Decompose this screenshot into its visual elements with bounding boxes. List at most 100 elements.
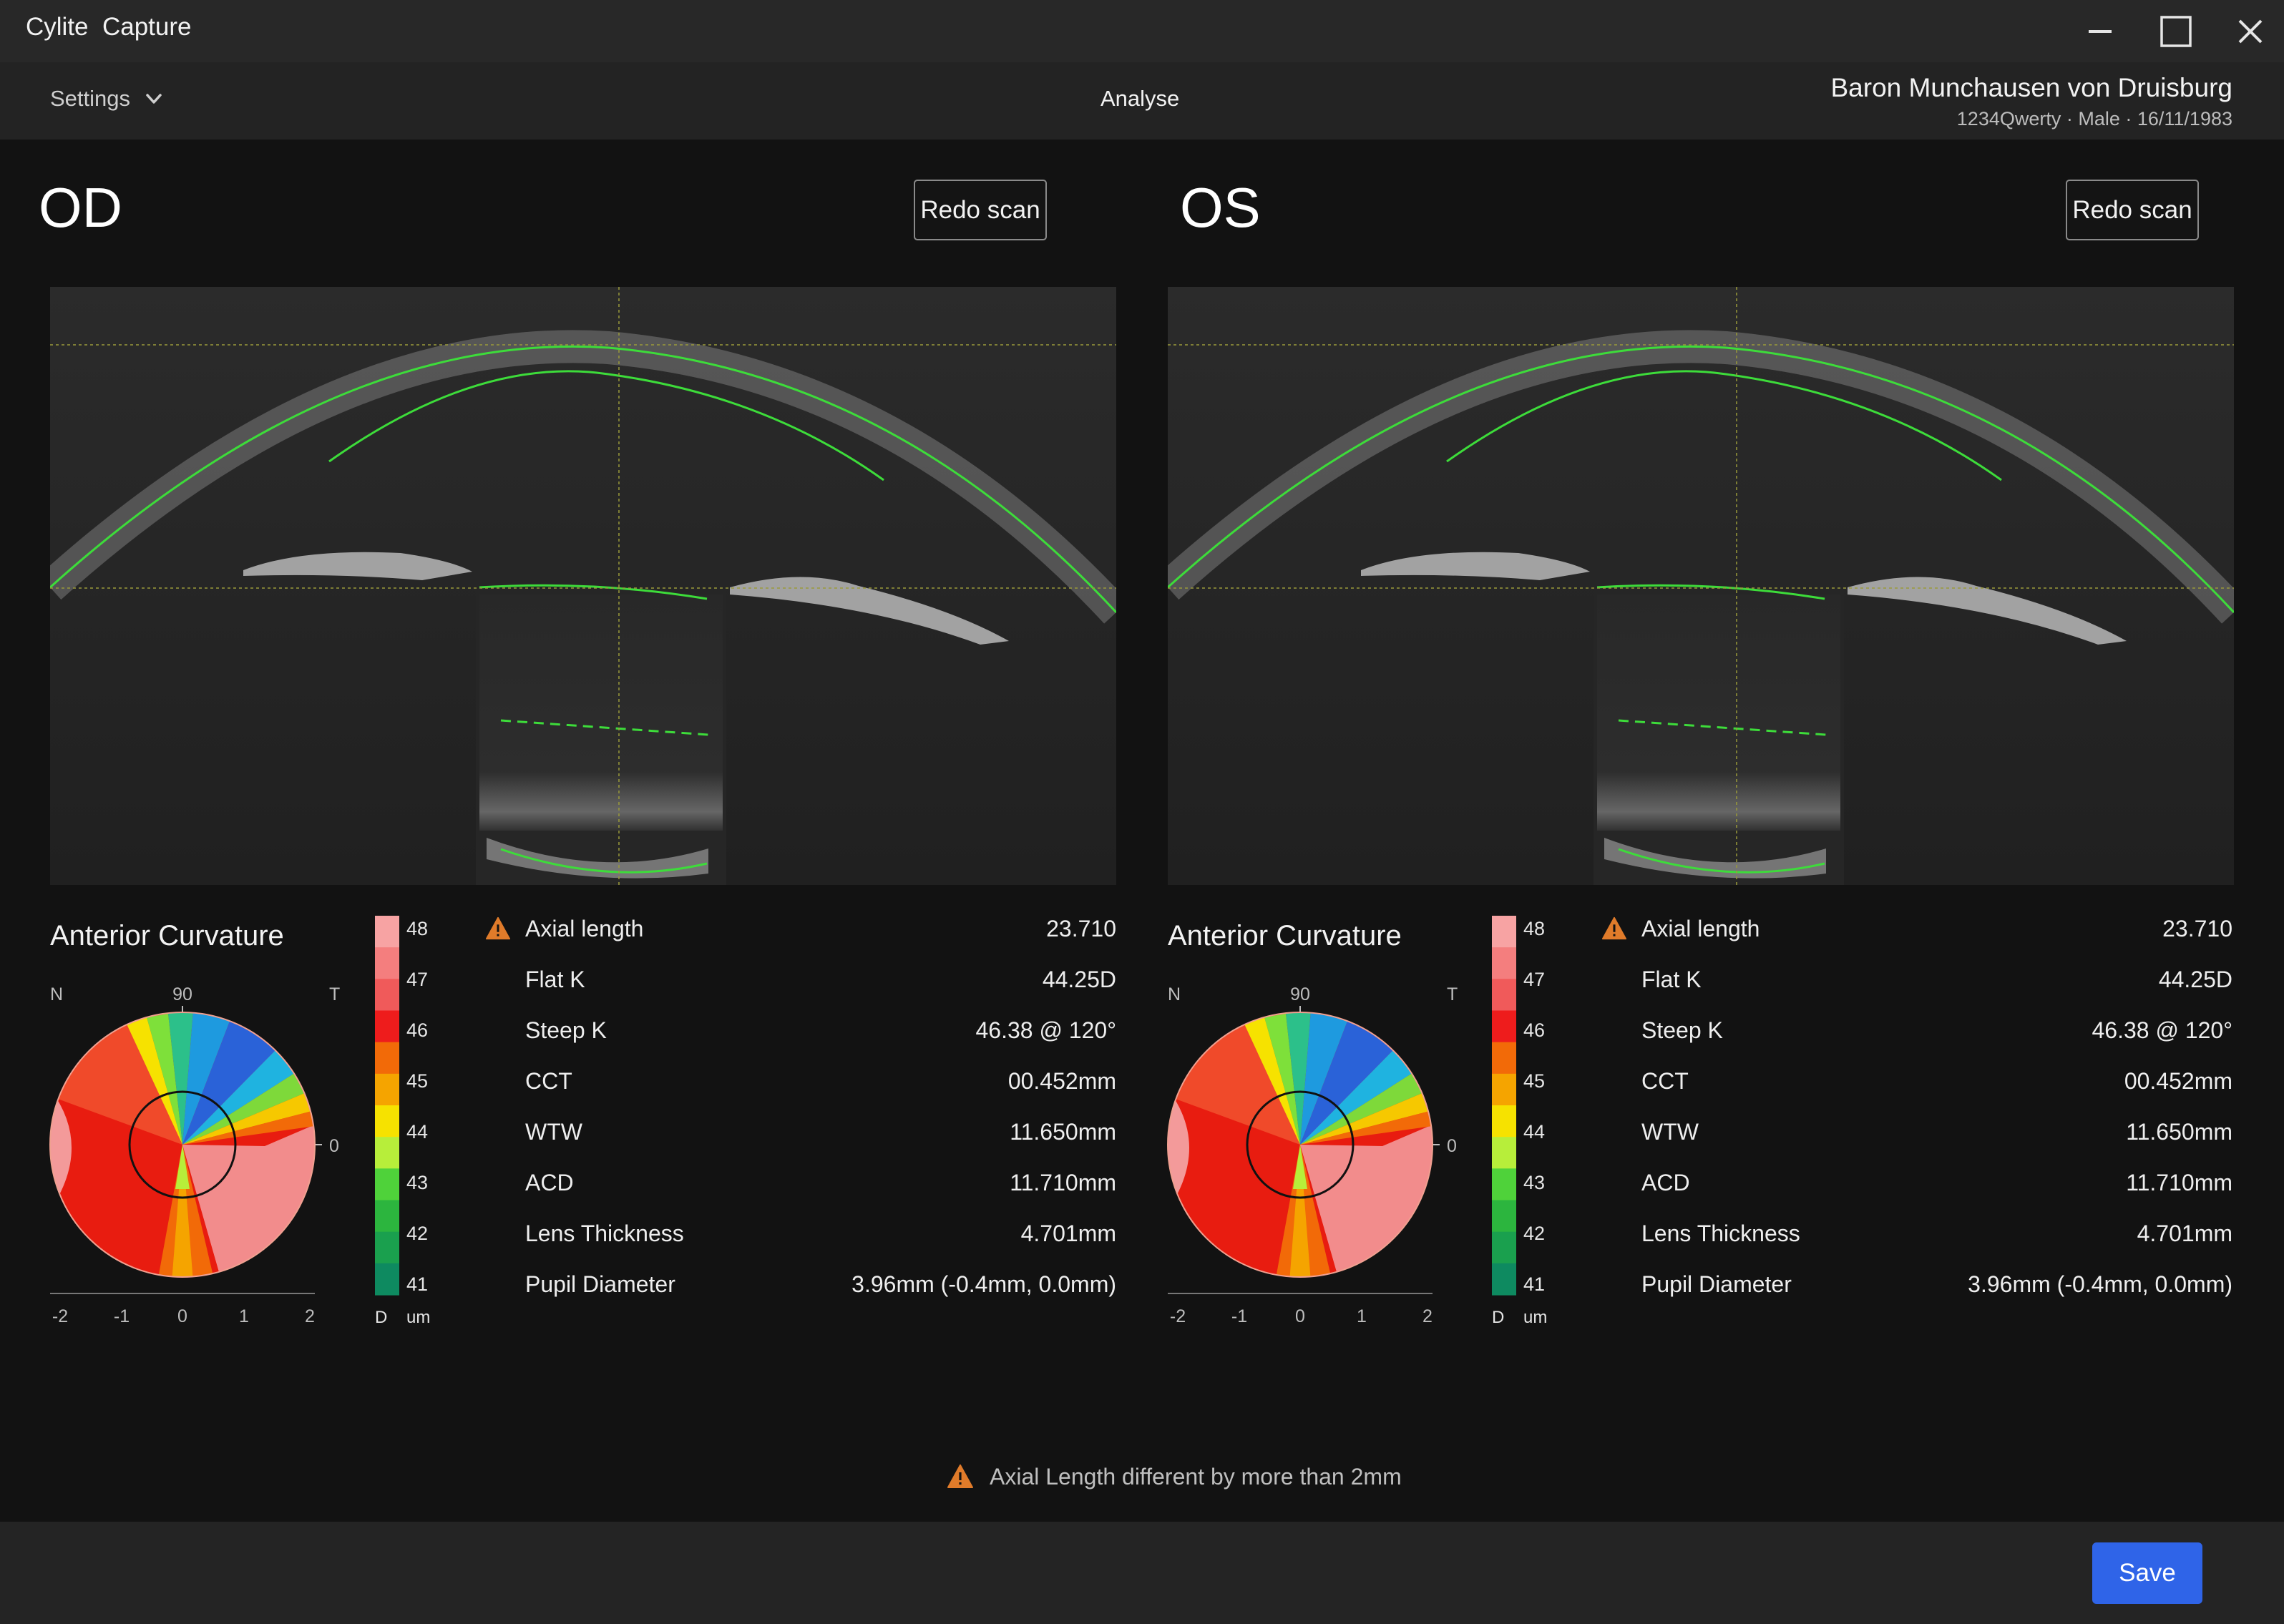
svg-text:41: 41 [1523, 1273, 1545, 1295]
metric-row: WTW 11.650mm [485, 1119, 1116, 1170]
scale-swatch [1492, 979, 1516, 1012]
save-button[interactable]: Save [2092, 1542, 2202, 1604]
warning-triangle-icon [1601, 916, 1627, 940]
metric-row: ACD 11.710mm [485, 1170, 1116, 1221]
metrics-list-os: Axial length 23.710 Flat K 44.25D Steep K 46.… [1601, 916, 2232, 1322]
redo-scan-button-os[interactable]: Redo scan [2066, 180, 2199, 240]
metric-value: 00.452mm [1007, 1068, 1116, 1094]
metric-value: 44.25D [2158, 967, 2232, 992]
metric-value: 4.701mm [1020, 1221, 1116, 1246]
svg-text:48: 48 [406, 918, 428, 939]
map-label-90: 90 [172, 984, 192, 1004]
metric-label: Steep K [525, 1017, 607, 1043]
metric-row: Flat K 44.25D [485, 967, 1116, 1017]
metric-label: Lens Thickness [1641, 1221, 1800, 1246]
scale-unit-d: D [375, 1308, 387, 1327]
svg-text:-2: -2 [1170, 1306, 1186, 1326]
metric-value: 00.452mm [2124, 1068, 2232, 1094]
metric-row: Flat K 44.25D [1601, 967, 2232, 1017]
metric-label: Lens Thickness [525, 1221, 684, 1246]
scale-swatch [1492, 947, 1516, 979]
metric-label: WTW [525, 1119, 582, 1145]
bottom-bar: Save [0, 1522, 2284, 1624]
settings-menu[interactable]: Settings [50, 86, 165, 112]
map-label-t: T [1447, 984, 1458, 1004]
scale-swatch [1492, 1137, 1516, 1169]
metric-row: Pupil Diameter 3.96mm (-0.4mm, 0.0mm) [1601, 1271, 2232, 1322]
anterior-curvature-title-os: Anterior Curvature [1168, 920, 1402, 952]
metric-row: ACD 11.710mm [1601, 1170, 2232, 1221]
map-label-0: 0 [1447, 1136, 1457, 1156]
warning-triangle-icon [947, 1464, 973, 1488]
scale-swatch [375, 1168, 399, 1201]
metric-value: 11.650mm [2126, 1119, 2232, 1145]
oct-scan-image-os [1168, 287, 2234, 885]
metric-value: 11.710mm [2126, 1170, 2232, 1195]
metric-label: CCT [1641, 1068, 1689, 1094]
metric-label: Steep K [1641, 1017, 1723, 1043]
svg-text:43: 43 [1523, 1172, 1545, 1193]
scale-unit-d: D [1492, 1308, 1504, 1327]
scale-swatch [1492, 916, 1516, 948]
scale-swatch [375, 1263, 399, 1296]
metric-value: 3.96mm (-0.4mm, 0.0mm) [1968, 1271, 2232, 1297]
metric-row: Lens Thickness 4.701mm [485, 1221, 1116, 1271]
scale-swatch [1492, 1263, 1516, 1296]
scale-swatch [375, 1200, 399, 1233]
svg-text:46: 46 [1523, 1019, 1545, 1041]
scale-swatch [1492, 1200, 1516, 1233]
scale-swatch [1492, 1010, 1516, 1043]
metric-label: Pupil Diameter [525, 1271, 675, 1297]
map-x-ticks: -2 -1 0 1 2 [1170, 1306, 1433, 1326]
title-bar: Cylite Capture [0, 0, 2284, 62]
scale-swatch [375, 916, 399, 948]
scale-swatch [1492, 1231, 1516, 1264]
maximize-icon[interactable] [2154, 10, 2197, 53]
svg-text:46: 46 [406, 1019, 428, 1041]
metric-value: 4.701mm [2137, 1221, 2232, 1246]
svg-text:42: 42 [406, 1223, 428, 1244]
close-icon[interactable] [2229, 10, 2272, 53]
svg-text:42: 42 [1523, 1223, 1545, 1244]
svg-text:44: 44 [1523, 1121, 1545, 1143]
scale-swatch [1492, 1042, 1516, 1075]
svg-text:-2: -2 [52, 1306, 68, 1326]
metric-value: 11.650mm [1010, 1119, 1116, 1145]
svg-text:-1: -1 [1231, 1306, 1247, 1326]
metric-value: 3.96mm (-0.4mm, 0.0mm) [851, 1271, 1116, 1297]
scale-unit-um: um [1523, 1308, 1547, 1327]
metric-row: Lens Thickness 4.701mm [1601, 1221, 2232, 1271]
metric-row: Axial length 23.710 [485, 916, 1116, 967]
map-label-n: N [1168, 984, 1181, 1004]
metric-label: ACD [1641, 1170, 1690, 1195]
metric-label: ACD [525, 1170, 574, 1195]
map-label-90: 90 [1290, 984, 1310, 1004]
metric-row: Axial length 23.710 [1601, 916, 2232, 967]
minimize-icon[interactable] [2079, 10, 2122, 53]
scale-swatch [375, 1042, 399, 1075]
svg-text:48: 48 [1523, 918, 1545, 939]
map-label-0: 0 [329, 1136, 339, 1156]
scale-swatch [375, 947, 399, 979]
eye-label-od: OD [39, 176, 122, 239]
metrics-list-od: Axial length 23.710 Flat K 44.25D Steep K 46.… [485, 916, 1116, 1322]
metric-label: Axial length [525, 916, 644, 941]
map-label-n: N [50, 984, 63, 1004]
scale-swatch [375, 979, 399, 1012]
svg-text:41: 41 [406, 1273, 428, 1295]
scale-swatch [375, 1010, 399, 1043]
svg-text:2: 2 [1422, 1306, 1433, 1326]
color-scale-os: 48 47 46 45 44 43 42 41 D um [1490, 916, 1569, 1331]
svg-text:2: 2 [305, 1306, 315, 1326]
tab-analyse[interactable]: Analyse [1100, 86, 1180, 111]
metric-label: WTW [1641, 1119, 1699, 1145]
redo-scan-button-od[interactable]: Redo scan [914, 180, 1047, 240]
scale-swatch [1492, 1105, 1516, 1138]
settings-label: Settings [50, 86, 131, 111]
scale-swatch [1492, 1073, 1516, 1106]
svg-text:47: 47 [1523, 969, 1545, 990]
scale-swatch [375, 1231, 399, 1264]
metric-label: Axial length [1641, 916, 1760, 941]
curvature-map-os: N 90 T 0 -2 -1 0 [1167, 974, 1468, 1332]
metric-row: Steep K 46.38 @ 120° [485, 1017, 1116, 1068]
